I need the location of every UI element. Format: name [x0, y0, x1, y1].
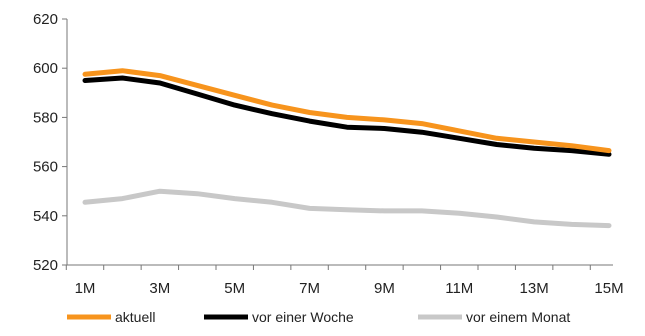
x-tick-label: 9M	[374, 280, 395, 297]
series-line-aktuell	[82, 68, 612, 154]
y-tick-label: 520	[33, 257, 58, 274]
legend-item-aktuell: aktuell	[67, 309, 155, 325]
y-tick-label: 560	[33, 159, 58, 176]
legend-item-vor-einem-monat: vor einem Monat	[418, 309, 570, 325]
x-tick-label: 11M	[445, 280, 473, 297]
legend-label: vor einer Woche	[252, 309, 354, 325]
legend: aktuell vor einer Woche vor einem Monat	[67, 309, 570, 325]
x-axis-ticks: 1M 3M 5M 7M 9M 11M 13M 15M	[65, 265, 624, 297]
x-tick-label: 3M	[149, 280, 170, 297]
y-tick-label: 540	[33, 208, 58, 225]
x-tick-label: 1M	[75, 280, 96, 297]
series-line-vor-einer-woche	[82, 75, 612, 157]
x-tick-label: 7M	[299, 280, 320, 297]
y-tick-label: 580	[33, 109, 58, 126]
y-axis-ticks: 520 540 560 580 600 620	[33, 11, 67, 274]
x-tick-label: 5M	[224, 280, 245, 297]
axes	[66, 19, 613, 266]
x-tick-label: 15M	[594, 280, 623, 297]
legend-label: aktuell	[115, 309, 155, 325]
x-tick-label: 13M	[520, 280, 549, 297]
y-tick-label: 600	[33, 60, 58, 77]
y-tick-label: 620	[33, 11, 58, 28]
legend-item-vor-einer-woche: vor einer Woche	[204, 309, 354, 325]
series-lines	[82, 68, 612, 229]
series-line-vor-einem-monat	[82, 188, 612, 229]
legend-label: vor einem Monat	[466, 309, 570, 325]
